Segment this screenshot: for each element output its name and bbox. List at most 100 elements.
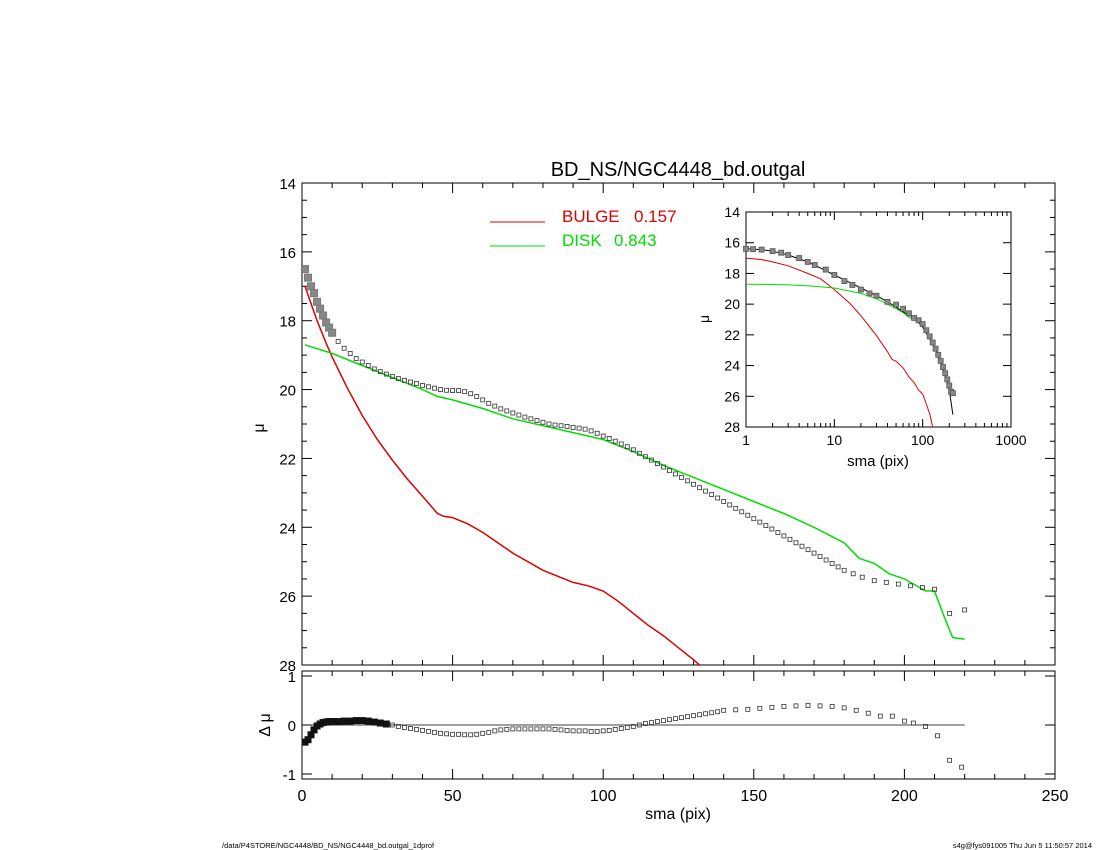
data-point	[582, 426, 588, 432]
data-point	[304, 273, 313, 282]
data-point	[871, 578, 877, 584]
residual-point	[769, 704, 775, 710]
data-point	[817, 554, 823, 559]
inset-data-point	[932, 345, 939, 352]
x-tick-label: 200	[891, 788, 918, 805]
data-point	[630, 447, 636, 453]
inset-x-tick-label: 1000	[995, 432, 1026, 448]
residual-point	[655, 719, 660, 724]
inset-data-point	[929, 339, 936, 346]
residual-point	[486, 729, 492, 735]
data-point	[492, 403, 498, 409]
residual-point	[877, 713, 883, 719]
residual-point	[733, 707, 739, 713]
data-point	[301, 265, 310, 274]
data-point	[715, 495, 721, 501]
x-tick-label: 100	[590, 788, 617, 805]
residual-point	[636, 722, 642, 728]
residual-point	[757, 705, 763, 711]
data-point	[341, 345, 347, 351]
data-point	[691, 481, 696, 487]
data-point	[799, 543, 805, 549]
residual-point	[340, 717, 348, 725]
main-y-tick-label: 24	[279, 520, 296, 537]
data-point	[709, 492, 715, 497]
residual-y-axis-label: Δ μ	[257, 713, 274, 736]
residual-point	[715, 709, 721, 715]
inset-y-tick-label: 20	[724, 296, 740, 312]
residual-point	[667, 717, 672, 723]
inset-bulge-curve	[745, 257, 934, 428]
residual-point	[334, 718, 342, 726]
data-point	[733, 505, 739, 511]
data-point	[444, 387, 449, 393]
inset-x-tick-label: 10	[827, 432, 843, 448]
residual-point	[805, 703, 811, 708]
residual-point	[498, 727, 504, 733]
x-tick-label: 0	[298, 788, 307, 805]
inset-data-point	[950, 390, 956, 397]
data-point	[642, 454, 648, 460]
data-point	[528, 416, 534, 422]
inset-data-point	[884, 298, 891, 305]
data-point	[426, 384, 431, 390]
data-point	[655, 461, 660, 466]
data-point	[498, 406, 504, 412]
legend: BULGE 0.157 DISK 0.843	[490, 207, 677, 250]
inset-data-point	[866, 290, 873, 297]
inset-data-point	[778, 249, 785, 256]
inset-x-tick-label: 100	[911, 432, 935, 448]
residual-point	[600, 728, 606, 734]
data-point	[328, 328, 337, 337]
residual-point	[402, 725, 407, 730]
residual-point	[889, 713, 895, 719]
residual-point	[947, 757, 952, 763]
data-point	[516, 412, 522, 418]
data-point	[462, 389, 468, 395]
main-y-tick-label: 14	[279, 176, 296, 193]
data-point	[636, 450, 642, 456]
inset-data-point	[893, 301, 899, 308]
data-point	[805, 547, 811, 553]
data-point	[648, 457, 654, 463]
inset-data-point	[919, 321, 926, 328]
residual-point	[522, 726, 528, 732]
inset-plot-frame	[745, 211, 1012, 428]
residual-point	[376, 719, 384, 727]
data-point	[920, 585, 925, 590]
residual-y-tick-label: 0	[288, 718, 296, 735]
inset-data-point	[822, 266, 829, 273]
residual-point	[642, 721, 648, 726]
inset-data-point	[769, 248, 776, 255]
residual-point	[534, 726, 540, 732]
data-point	[570, 425, 576, 430]
inset-y-tick-label: 28	[724, 419, 740, 435]
residual-point	[546, 726, 552, 732]
inset-data-point	[811, 262, 818, 268]
data-point	[540, 419, 546, 425]
residual-point	[352, 717, 360, 725]
main-panel: 14 16 18 20 22 24 26 28 μ BULGE 0.157 DISK 0.84…	[251, 176, 1056, 675]
inset-y-tick-label: 14	[724, 204, 740, 220]
residual-point	[679, 715, 684, 721]
residual-point	[588, 728, 594, 734]
legend-label-bulge: BULGE	[562, 207, 620, 226]
residual-y-tick-label: 1	[288, 669, 296, 686]
data-point	[763, 523, 769, 528]
data-point	[727, 502, 733, 508]
data-point	[414, 380, 419, 386]
residual-point	[370, 718, 378, 726]
data-point	[757, 519, 763, 525]
data-point	[908, 583, 913, 589]
data-point	[932, 586, 937, 592]
residual-point	[552, 727, 558, 732]
residual-point	[721, 707, 727, 713]
residual-point	[504, 727, 510, 732]
residual-point	[420, 727, 425, 733]
residual-point	[781, 703, 787, 709]
inset-data-point	[758, 246, 765, 253]
inset-data-point	[926, 333, 933, 340]
residual-point	[456, 731, 462, 737]
residual-point	[426, 728, 431, 734]
x-tick-label: 150	[740, 788, 767, 805]
